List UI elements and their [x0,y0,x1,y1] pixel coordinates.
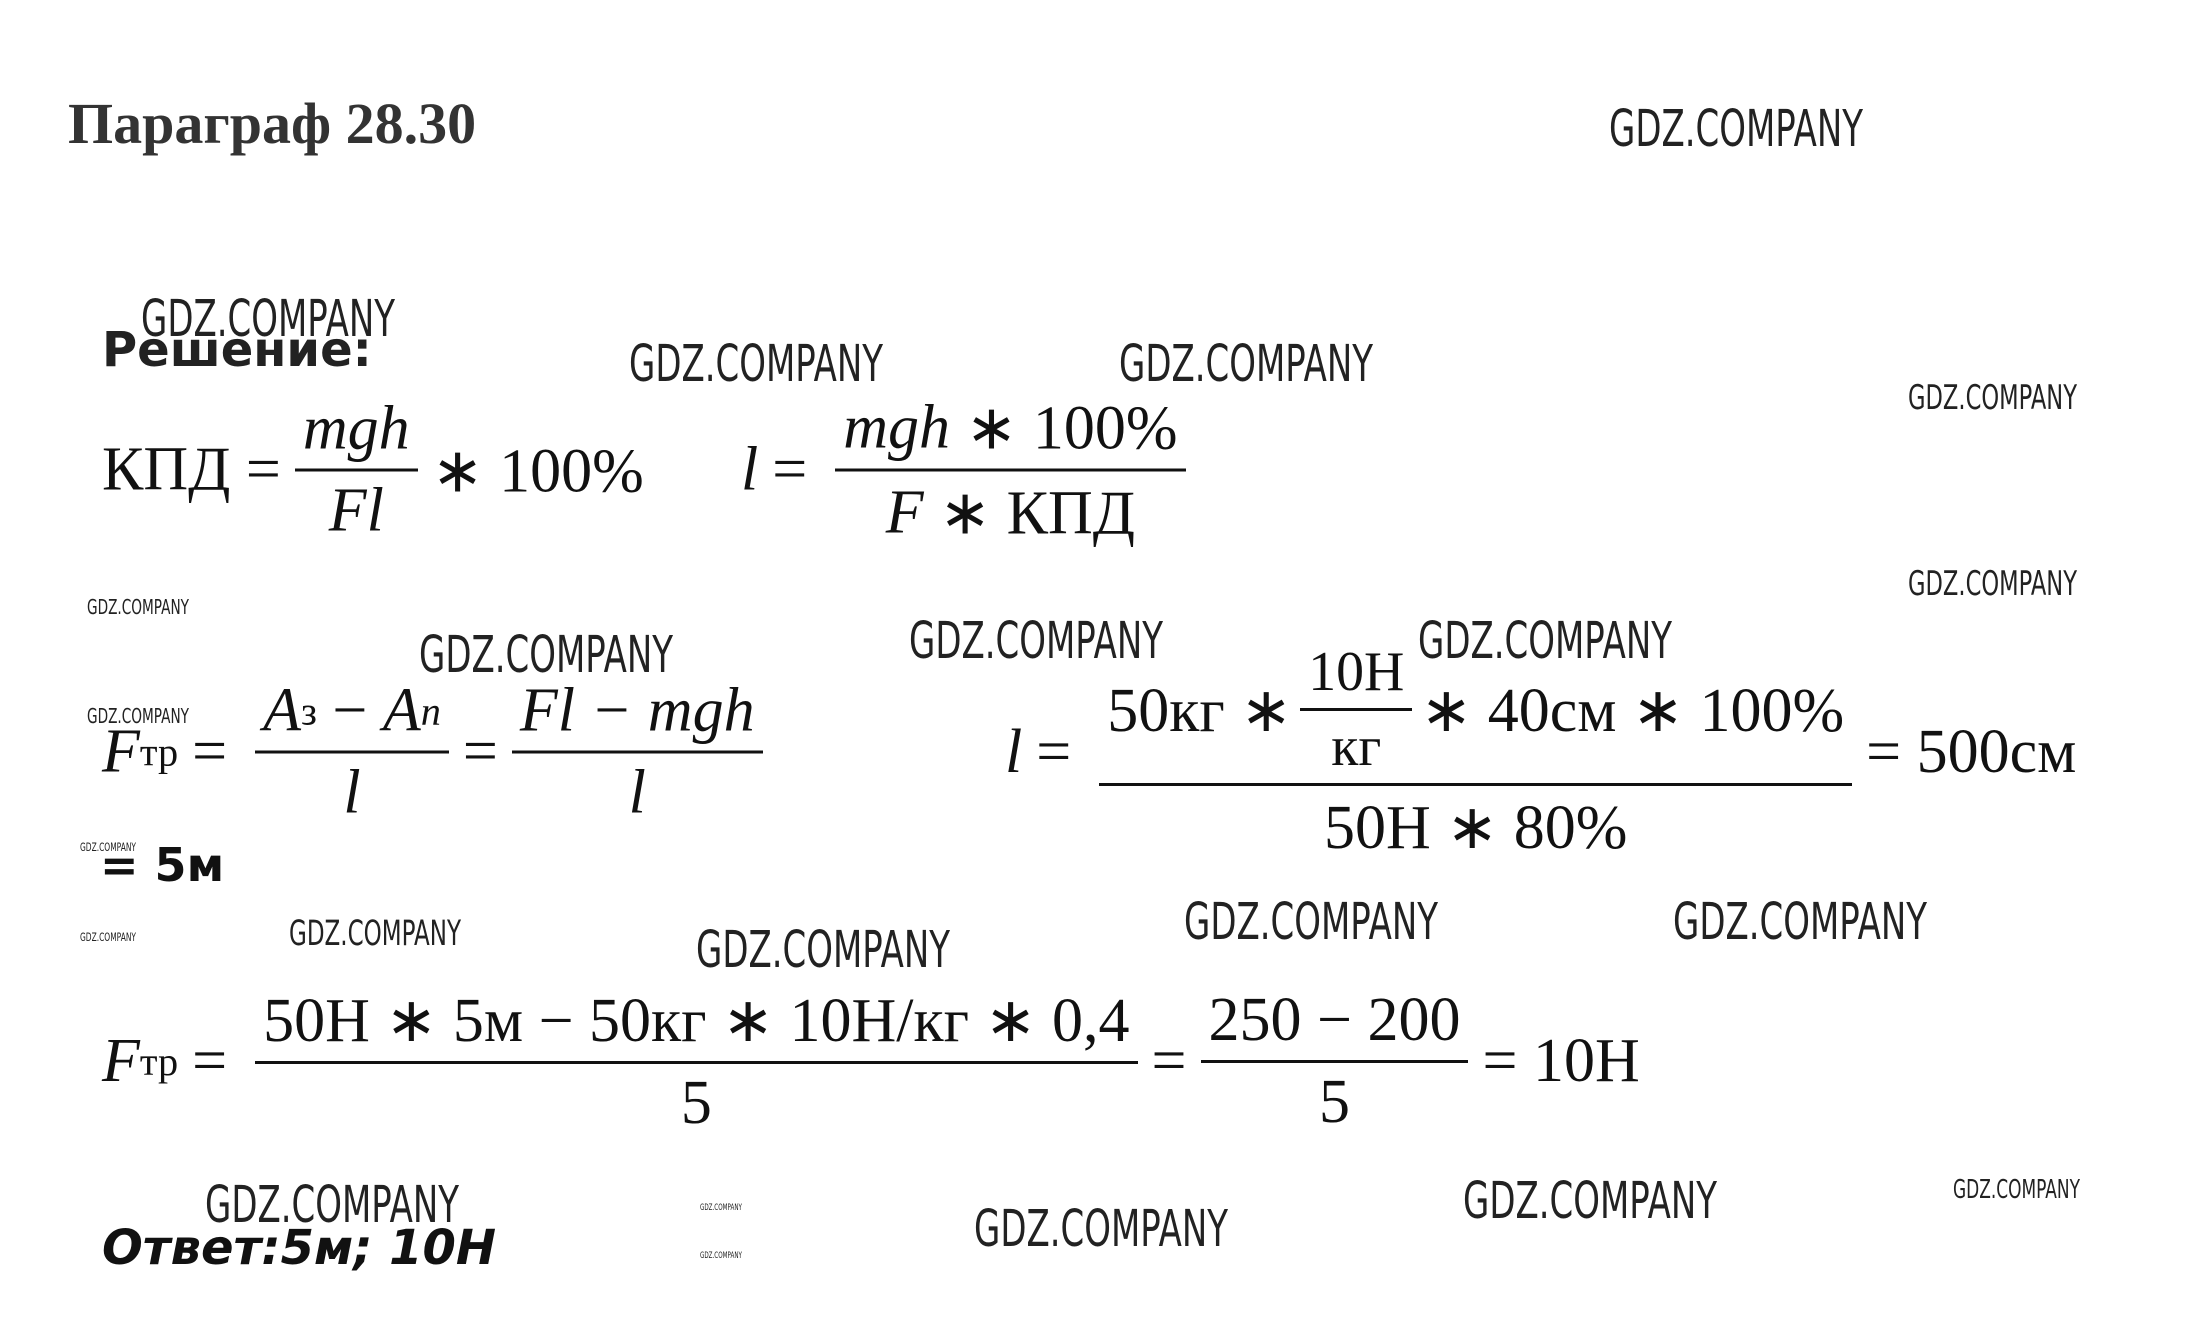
watermark: GDZ.COMPANY [700,1202,742,1212]
formula-text: = [192,717,228,786]
numerator: mgh [294,394,418,472]
answer: Ответ:5м; 10Н [102,1220,497,1276]
numerator: 10Н [1300,640,1413,711]
watermark: GDZ.COMPANY [1908,564,2077,603]
denominator: F ∗ КПД [878,472,1143,550]
formula-text: ∗ 100% [965,394,1178,463]
formula-text: 50кг ∗ [1107,676,1293,745]
fraction: mgh ∗ 100% F ∗ КПД [835,391,1186,550]
fraction: Fl − mgh l [511,676,763,829]
denominator: l [343,758,361,827]
subscript: тр [139,729,179,775]
numerator: 250 − 200 [1200,985,1469,1063]
watermark: GDZ.COMPANY [1673,892,1927,951]
subscript: n [420,688,441,734]
denominator: 50Н ∗ 80% [1323,794,1628,862]
formula-text: = [772,435,808,504]
denominator: 5 [1319,1067,1350,1136]
watermark: GDZ.COMPANY [1184,892,1438,951]
denominator: 5 [680,1069,712,1137]
formula-text: A [263,676,301,745]
watermark: GDZ.COMPANY [205,1175,459,1234]
numerator: mgh ∗ 100% [835,391,1186,472]
denominator: кг [1331,716,1382,778]
watermark: GDZ.COMPANY [696,920,950,979]
subscript: тр [139,1038,179,1084]
formula-text: ∗ 100% [431,437,644,505]
formula-text: = 10Н [1482,1026,1640,1095]
numerator: 50Н ∗ 5м − 50кг ∗ 10Н/кг ∗ 0,4 [255,983,1138,1064]
formula-text: l [741,435,759,504]
formula-text: = [462,717,498,786]
denominator: l [628,758,646,827]
denominator: Fl [328,476,384,545]
formula-text: = [1036,717,1072,786]
formula-text: = [192,1026,228,1095]
watermark: GDZ.COMPANY [80,841,136,854]
watermark: GDZ.COMPANY [80,931,136,944]
watermark: GDZ.COMPANY [1119,334,1373,393]
watermark: GDZ.COMPANY [1418,611,1672,670]
formula-text: F [885,478,924,546]
fraction: 250 − 200 5 [1200,985,1469,1138]
formula-text: = 500см [1866,717,2077,786]
formula-text: КПД = [102,435,281,504]
subscript: з [300,688,317,734]
watermark: GDZ.COMPANY [909,611,1163,670]
formula-text: A [382,676,421,745]
watermark: GDZ.COMPANY [419,625,673,684]
formula-text: l [1005,717,1023,786]
watermark: GDZ.COMPANY [700,1250,742,1260]
formula: l = mgh ∗ 100% F ∗ КПД [741,391,1200,550]
fraction: 10Н кг [1300,640,1413,779]
result-text: = 5м [100,838,225,892]
title: Параграф 28.30 [68,91,477,156]
formula-text: − [332,676,368,745]
watermark: GDZ.COMPANY [141,289,395,348]
watermark: GDZ.COMPANY [289,914,461,954]
numerator: 50кг ∗ 10Н кг ∗ 40см ∗ 100% [1099,640,1853,786]
watermark: GDZ.COMPANY [629,334,883,393]
solution-label: Решение: [102,322,372,378]
formula: КПД = mgh Fl ∗ 100% [102,394,644,547]
watermark: GDZ.COMPANY [974,1199,1228,1258]
watermark: GDZ.COMPANY [1609,99,1863,158]
formula-text: ∗ КПД [939,479,1136,548]
formula-text: F [102,1026,140,1095]
watermark: GDZ.COMPANY [87,595,189,619]
watermark: GDZ.COMPANY [87,704,189,728]
watermark: GDZ.COMPANY [1463,1171,1717,1230]
formula: l = 50кг ∗ 10Н кг ∗ 40см ∗ 100% 50Н ∗ 80… [1005,640,2076,864]
formula-text: = [1151,1026,1187,1095]
numerator: Fl − mgh [511,676,763,754]
watermark: GDZ.COMPANY [1953,1174,2080,1204]
formula-text: mgh [843,393,950,461]
fraction: mgh Fl [294,394,418,547]
fraction: 50Н ∗ 5м − 50кг ∗ 10Н/кг ∗ 0,4 5 [255,983,1138,1139]
watermark: GDZ.COMPANY [1908,378,2077,417]
fraction: 50кг ∗ 10Н кг ∗ 40см ∗ 100% 50Н ∗ 80% [1099,640,1853,864]
formula-text: ∗ 40см ∗ 100% [1420,676,1845,745]
formula-text: F [102,717,140,786]
